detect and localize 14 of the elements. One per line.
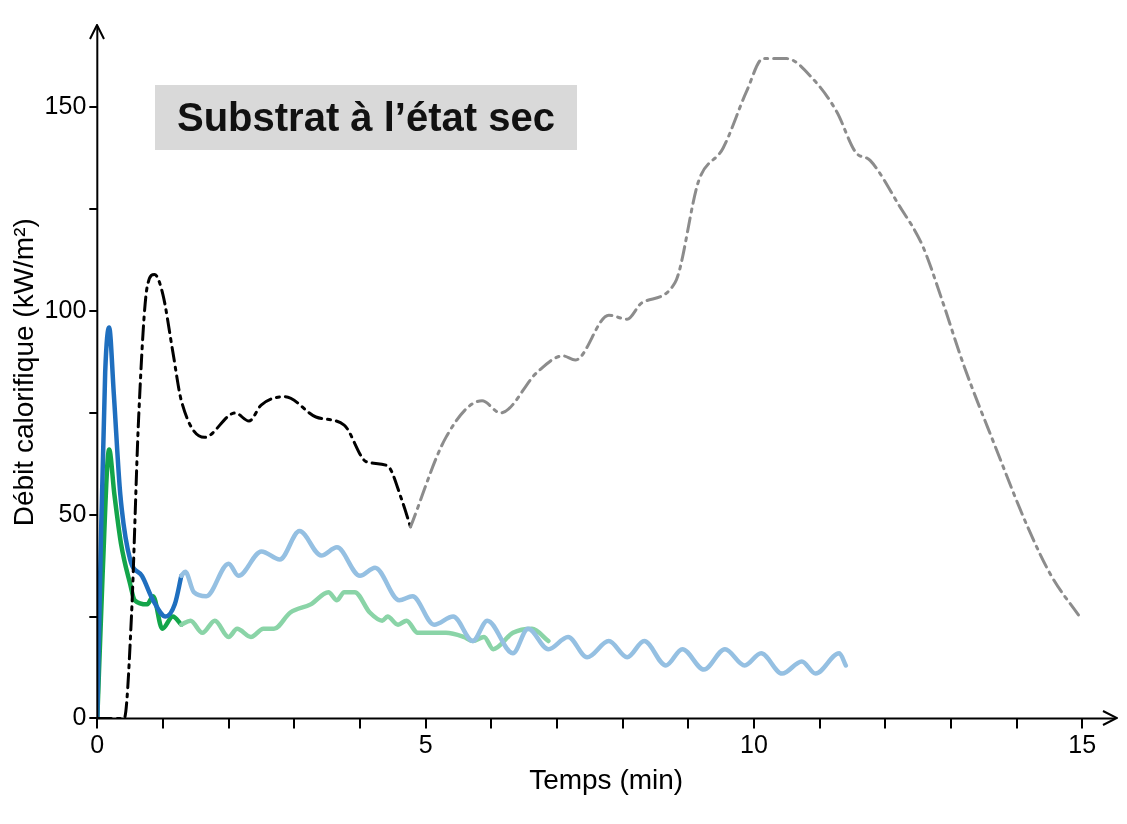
- x-tick-label: 5: [418, 730, 433, 759]
- y-tick-label: 50: [58, 498, 87, 527]
- x-tick-label: 15: [1068, 730, 1097, 759]
- line-series: [97, 325, 184, 719]
- y-tick-label: 150: [44, 91, 87, 120]
- text: Substrat à l’état sec: [155, 85, 577, 150]
- x-tick-label: 0: [90, 730, 105, 759]
- y-tick-label: 0: [72, 702, 87, 731]
- line-series: [179, 589, 551, 652]
- x-tick-label: 10: [739, 730, 768, 759]
- x-axis-title: Temps (min): [529, 763, 684, 795]
- line-series: [179, 528, 849, 676]
- y-axis-title: Débit calorifique (kW/m²): [7, 218, 39, 527]
- y-tick-label: 100: [44, 295, 87, 323]
